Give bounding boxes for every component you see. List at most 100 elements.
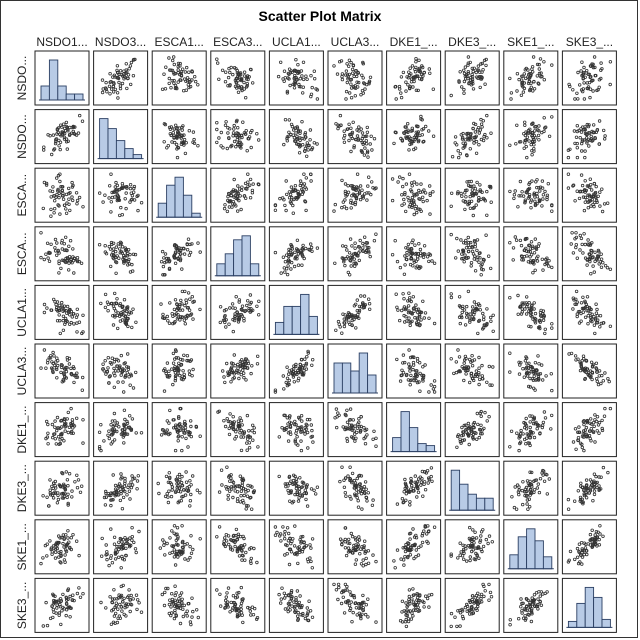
scatter-point xyxy=(571,184,575,188)
scatter-point xyxy=(243,95,248,100)
histogram-bar xyxy=(283,305,293,335)
scatter-point xyxy=(109,172,113,176)
scatter-point xyxy=(509,97,513,101)
scatter-point xyxy=(566,155,571,160)
column-label: NSDO3... xyxy=(95,35,146,49)
scatter-point xyxy=(232,177,236,182)
scatter-point xyxy=(575,189,579,193)
scatter-point xyxy=(423,191,428,195)
scatter-point xyxy=(333,261,337,265)
scatter-point xyxy=(580,73,584,78)
scatter-point xyxy=(472,138,476,142)
scatter-point xyxy=(74,191,79,195)
scatter-point xyxy=(58,140,63,144)
scatter-point xyxy=(61,197,66,201)
scatter-point xyxy=(132,198,137,202)
scatter-point xyxy=(128,182,133,187)
panel-frame xyxy=(268,460,324,516)
scatter-point xyxy=(402,272,407,276)
scatter-point xyxy=(348,237,353,241)
scatter-point xyxy=(470,66,474,71)
scatter-point xyxy=(571,88,575,92)
histogram-bar xyxy=(425,445,436,453)
scatter-point xyxy=(235,68,239,73)
scatter-point xyxy=(354,196,359,200)
scatter-point xyxy=(182,252,187,256)
scatter-point xyxy=(170,58,175,63)
scatter-point xyxy=(349,82,353,86)
scatter-point xyxy=(418,190,423,194)
scatter-point xyxy=(168,132,172,136)
scatter-point xyxy=(111,84,116,89)
scatter-point xyxy=(344,89,349,94)
scatter-point xyxy=(179,142,184,146)
scatter-point xyxy=(372,238,377,243)
scatter-point xyxy=(227,205,232,209)
scatter-point xyxy=(354,86,358,90)
scatter-point xyxy=(401,70,406,75)
panel-frame xyxy=(561,109,617,165)
scatter-point xyxy=(125,76,130,81)
scatter-point xyxy=(223,123,228,127)
scatter-point xyxy=(608,60,613,64)
histogram-bar xyxy=(191,212,201,218)
scatter-point xyxy=(410,200,414,204)
scatter-point xyxy=(167,81,171,86)
scatter-point xyxy=(467,81,471,85)
scatter-point xyxy=(550,203,554,208)
scatter-point xyxy=(173,261,178,265)
histogram-bar xyxy=(509,554,519,570)
scatter-point xyxy=(475,258,479,262)
scatter-point xyxy=(349,77,354,82)
scatter-point xyxy=(519,93,524,97)
scatter-point xyxy=(537,185,541,190)
scatter-point xyxy=(532,137,536,142)
scatter-point xyxy=(521,90,526,94)
scatter-point xyxy=(285,136,289,141)
scatter-point xyxy=(464,246,469,250)
scatter-point xyxy=(248,67,253,72)
scatter-point xyxy=(128,82,133,87)
scatter-point xyxy=(545,193,550,197)
scatter-point xyxy=(473,239,477,244)
scatter-point xyxy=(531,121,535,125)
scatter-point xyxy=(367,80,371,85)
scatter-point xyxy=(550,63,554,67)
scatter-point xyxy=(217,136,221,140)
scatter-point xyxy=(595,200,599,204)
scatter-point xyxy=(296,263,301,267)
scatter-point xyxy=(474,139,479,144)
scatter-point xyxy=(479,273,483,277)
scatter-point xyxy=(407,204,412,209)
scatter-point xyxy=(52,194,56,198)
scatter-point xyxy=(354,68,358,73)
panel-frame xyxy=(268,226,324,282)
scatter-point xyxy=(358,238,362,243)
scatter-point xyxy=(46,256,50,260)
scatter-point xyxy=(416,130,421,134)
scatter-point xyxy=(283,117,288,122)
scatter-point xyxy=(365,149,370,153)
scatter-point xyxy=(529,205,533,210)
scatter-point xyxy=(463,191,467,195)
scatter-point xyxy=(407,138,412,142)
scatter-point xyxy=(55,132,59,136)
scatter-point xyxy=(345,193,349,197)
scatter-point xyxy=(351,120,355,124)
panel-frame xyxy=(444,284,500,340)
scatter-point xyxy=(421,195,425,199)
scatter-point xyxy=(257,138,261,142)
histogram-bar xyxy=(417,443,427,453)
scatter-point xyxy=(509,91,514,95)
scatter-point xyxy=(450,154,455,159)
scatter-point xyxy=(393,130,397,134)
scatter-point xyxy=(71,247,75,251)
scatter-point xyxy=(575,123,579,128)
scatter-point xyxy=(176,68,180,72)
scatter-point xyxy=(519,243,524,248)
histogram-bar xyxy=(308,315,318,335)
scatter-point xyxy=(349,257,354,261)
scatter-point xyxy=(358,197,363,202)
scatter-point xyxy=(415,210,419,215)
scatter-point xyxy=(335,72,340,76)
